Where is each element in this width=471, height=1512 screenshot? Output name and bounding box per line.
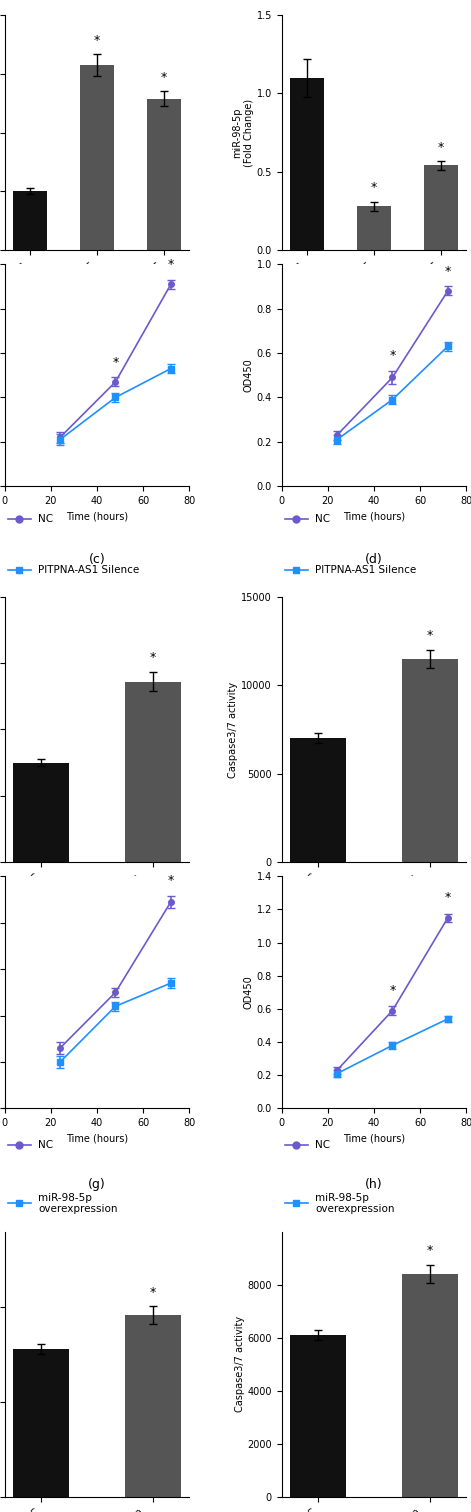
Bar xyxy=(424,165,458,249)
Text: *: * xyxy=(150,652,156,664)
Bar xyxy=(13,762,69,862)
Text: *: * xyxy=(161,71,167,85)
Text: (g): (g) xyxy=(88,1178,106,1191)
Text: *: * xyxy=(113,355,119,369)
Bar xyxy=(357,206,391,249)
Text: *: * xyxy=(445,265,451,278)
X-axis label: Time (hours): Time (hours) xyxy=(343,511,405,522)
Text: *: * xyxy=(390,984,396,996)
Y-axis label: OD450: OD450 xyxy=(244,975,254,1009)
X-axis label: Time (hours): Time (hours) xyxy=(343,1134,405,1143)
Text: (e): (e) xyxy=(88,974,106,986)
Text: NC: NC xyxy=(38,1140,53,1151)
Text: NC: NC xyxy=(315,514,330,525)
Bar xyxy=(125,1315,181,1497)
Text: (b): (b) xyxy=(365,349,383,361)
Y-axis label: miR-98-5p
(Fold Change): miR-98-5p (Fold Change) xyxy=(232,98,254,166)
Bar xyxy=(13,192,47,249)
Bar xyxy=(402,659,458,862)
Y-axis label: Caspase3/7 activity: Caspase3/7 activity xyxy=(235,1315,244,1412)
Text: *: * xyxy=(168,259,174,271)
Text: *: * xyxy=(445,892,451,904)
Bar xyxy=(147,98,181,249)
Text: (f): (f) xyxy=(367,974,381,986)
Text: (h): (h) xyxy=(365,1178,383,1191)
Text: *: * xyxy=(390,349,396,361)
Bar xyxy=(125,682,181,862)
Text: miR-98-5p
overexpression: miR-98-5p overexpression xyxy=(315,1193,394,1214)
Bar xyxy=(290,738,346,862)
Bar xyxy=(80,65,114,249)
Text: NC: NC xyxy=(38,514,53,525)
Text: miR-98-5p
overexpression: miR-98-5p overexpression xyxy=(38,1193,117,1214)
Bar xyxy=(290,1335,346,1497)
Text: PITPNA-AS1 Silence: PITPNA-AS1 Silence xyxy=(315,565,416,576)
Y-axis label: OD450: OD450 xyxy=(244,358,254,392)
Text: *: * xyxy=(168,874,174,886)
Text: (d): (d) xyxy=(365,553,383,565)
X-axis label: Time (hours): Time (hours) xyxy=(66,1134,128,1143)
Text: *: * xyxy=(427,1244,433,1256)
Text: NC: NC xyxy=(315,1140,330,1151)
Text: PITPNA-AS1 Silence: PITPNA-AS1 Silence xyxy=(38,565,139,576)
Y-axis label: Caspase3/7 activity: Caspase3/7 activity xyxy=(228,682,238,777)
Text: *: * xyxy=(371,181,377,195)
Text: (c): (c) xyxy=(89,553,106,565)
Text: (a): (a) xyxy=(88,349,106,361)
Text: *: * xyxy=(427,629,433,643)
X-axis label: Time (hours): Time (hours) xyxy=(66,511,128,522)
Text: *: * xyxy=(438,141,444,154)
Bar xyxy=(402,1275,458,1497)
Bar xyxy=(13,1349,69,1497)
Bar xyxy=(290,77,324,249)
Text: *: * xyxy=(94,35,100,47)
Text: *: * xyxy=(150,1285,156,1299)
